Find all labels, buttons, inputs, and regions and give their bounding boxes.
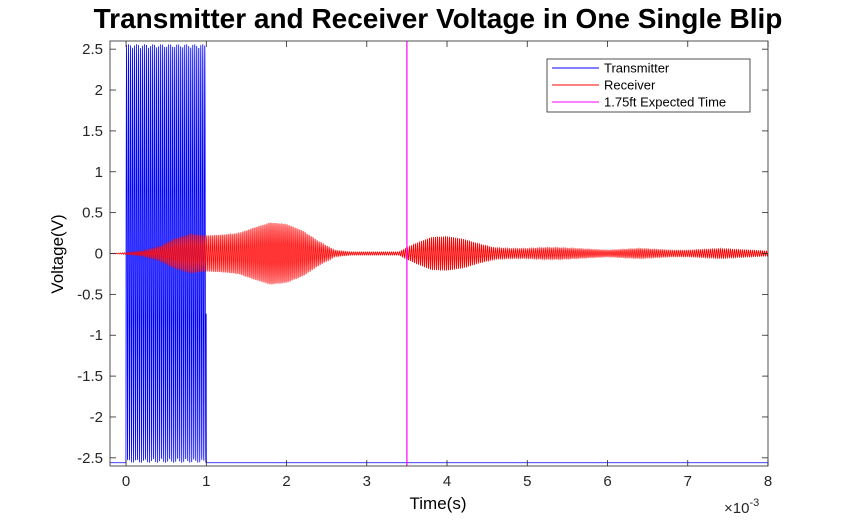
- x-tick-label: 6: [603, 473, 611, 490]
- y-tick-label: 0.5: [82, 205, 103, 222]
- x-tick-label: 4: [443, 473, 451, 490]
- legend-label: Receiver: [604, 78, 656, 93]
- x-tick-label: 1: [202, 473, 210, 490]
- axis-ticks: 0 1 2 3 4 5 6 7 8 -2.5 -2 -1.5 -1 -0.5 0 0.5 1 1.5 2 2.5: [77, 41, 772, 490]
- x-axis-multiplier: ×10-3: [724, 497, 759, 517]
- x-tick-label: 7: [684, 473, 692, 490]
- x-tick-label: 0: [122, 473, 130, 490]
- y-axis-label: Voltage(V): [48, 214, 67, 293]
- y-tick-label: -1.5: [77, 368, 103, 385]
- legend: Transmitter Receiver 1.75ft Expected Time: [546, 58, 751, 113]
- chart-title: Transmitter and Receiver Voltage in One …: [94, 3, 783, 34]
- x-tick-label: 3: [363, 473, 371, 490]
- y-tick-label: 2: [95, 82, 103, 99]
- y-tick-label: 1: [95, 164, 103, 181]
- x-axis-label: Time(s): [410, 494, 467, 513]
- y-tick-label: -2: [90, 409, 103, 426]
- y-tick-label: -1: [90, 327, 103, 344]
- x-tick-label: 5: [523, 473, 531, 490]
- series-line: [110, 222, 768, 285]
- legend-label: 1.75ft Expected Time: [604, 95, 726, 110]
- x-tick-label: 8: [764, 473, 772, 490]
- y-tick-label: -0.5: [77, 286, 103, 303]
- series-line: [110, 44, 768, 464]
- y-tick-label: 1.5: [82, 123, 103, 140]
- x-axis-multiplier-exponent: -3: [749, 497, 759, 509]
- legend-label: Transmitter: [604, 61, 670, 76]
- x-tick-label: 2: [282, 473, 290, 490]
- x-axis-multiplier-base: ×10: [724, 500, 749, 517]
- y-tick-label: 2.5: [82, 41, 103, 58]
- y-tick-label: -2.5: [77, 450, 103, 467]
- y-tick-label: 0: [95, 246, 103, 263]
